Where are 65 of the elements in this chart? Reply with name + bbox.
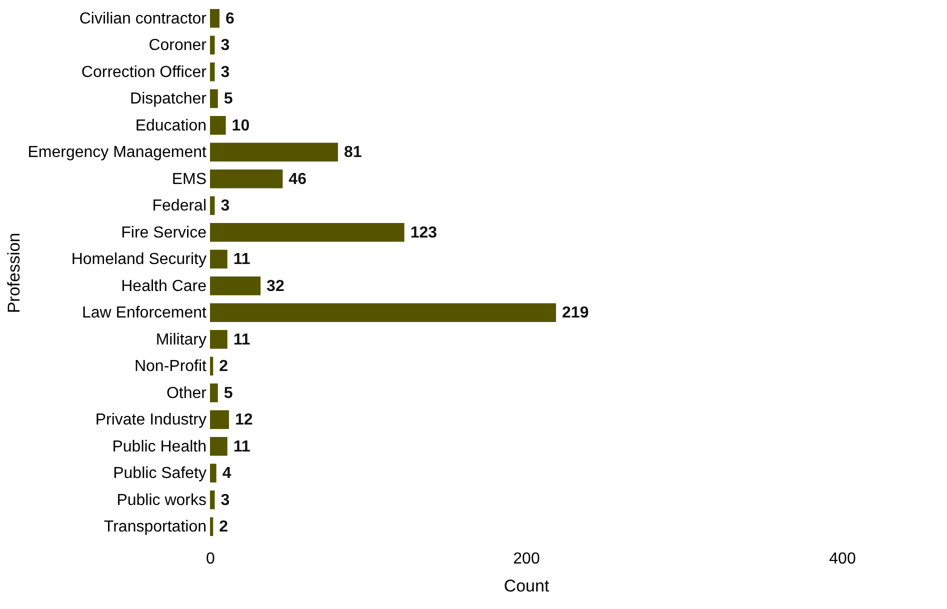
bar (210, 356, 214, 376)
data-label: 6 (225, 10, 234, 28)
bar (210, 9, 220, 28)
data-label: 11 (233, 331, 250, 348)
y-tick-label: Public works (116, 492, 206, 509)
data-label: 11 (233, 251, 250, 268)
data-label: 5 (224, 90, 233, 108)
bar (210, 62, 215, 82)
y-tick-label: Coroner (148, 37, 208, 54)
bar (210, 330, 228, 349)
y-tick-label: Homeland Security (71, 251, 206, 268)
y-tick-label: Fire Service (121, 224, 207, 242)
x-axis-title: Count (504, 576, 550, 596)
data-label: 4 (222, 465, 232, 482)
x-tick-label: 200 (513, 550, 540, 568)
data-label: 219 (562, 304, 589, 322)
y-tick-label: Law Enforcement (82, 304, 208, 322)
bar (210, 303, 556, 322)
data-label: 3 (220, 37, 230, 54)
bar (210, 490, 215, 510)
y-tick-label: Federal (152, 198, 206, 215)
y-tick-label: Civilian contractor (79, 10, 208, 28)
y-tick-label: Transportation (104, 518, 206, 536)
y-tick-label: EMS (172, 170, 206, 188)
bar (210, 464, 216, 482)
bar (210, 142, 338, 162)
y-tick-label: Other (166, 384, 208, 402)
data-label: 3 (220, 198, 230, 215)
data-label: 3 (220, 492, 230, 509)
data-label: 12 (234, 412, 253, 429)
y-tick-label: Military (156, 331, 206, 348)
y-tick-label: Correction Officer (81, 64, 208, 81)
data-label: 10 (232, 117, 250, 134)
bar (210, 250, 228, 268)
bar (210, 276, 261, 296)
data-label: 123 (410, 224, 438, 242)
y-tick-label: Dispatcher (130, 90, 208, 108)
y-axis-title: Profession (4, 232, 24, 314)
data-label: 81 (344, 144, 362, 162)
data-label: 2 (219, 518, 228, 536)
y-tick-label: Public Health (112, 438, 206, 456)
data-label: 5 (224, 384, 233, 402)
data-label: 32 (266, 278, 284, 295)
bar (210, 517, 214, 536)
data-label: 11 (233, 438, 250, 456)
bar (210, 437, 228, 456)
bar (210, 89, 218, 108)
bar (210, 36, 215, 54)
y-tick-label: Emergency Management (28, 144, 208, 162)
y-tick-label: Public Safety (113, 465, 206, 482)
y-tick-label: Health Care (121, 278, 207, 295)
data-label: 2 (219, 358, 228, 376)
y-tick-label: Non-Profit (134, 358, 208, 376)
bar (210, 384, 218, 402)
data-label: 3 (220, 64, 230, 81)
data-label: 46 (288, 170, 307, 188)
bar (210, 410, 229, 429)
x-tick-label: 0 (206, 550, 216, 568)
y-tick-label: Private Industry (95, 412, 206, 429)
bar (210, 196, 215, 215)
bar (210, 223, 404, 242)
y-tick-label: Education (135, 117, 206, 134)
bar (210, 170, 283, 188)
bar (210, 116, 226, 135)
x-tick-label: 400 (829, 550, 856, 568)
